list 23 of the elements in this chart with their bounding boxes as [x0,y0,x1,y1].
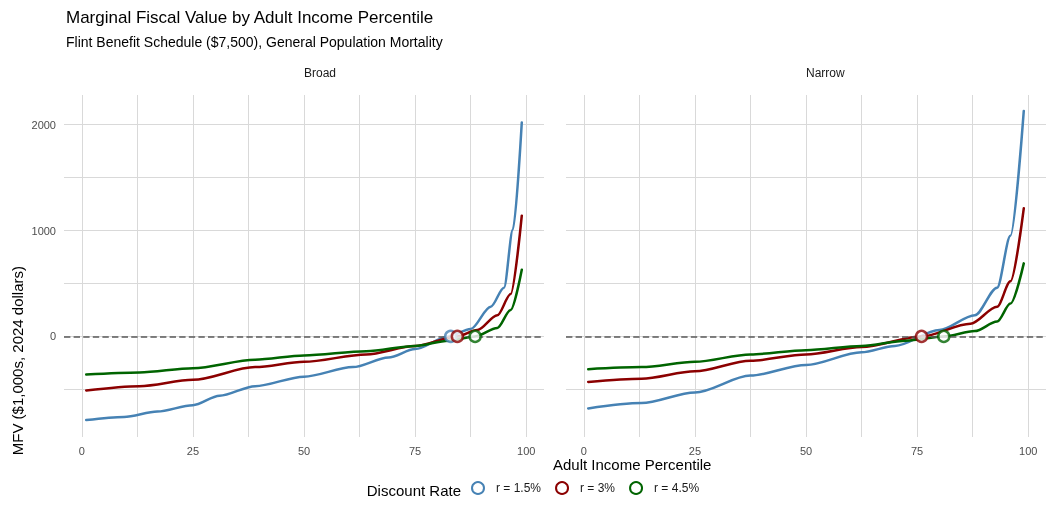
x-tick-label: 100 [517,444,536,457]
chart-title: Narrow [806,66,846,80]
x-tick-label: 75 [408,444,422,457]
chart-title: Broad [304,66,337,80]
x-tick-label: 25 [688,444,702,457]
legend-label: r = 1.5% [496,481,542,495]
legend-label: r = 3% [580,481,616,495]
y-tick-label: 2000 [31,118,56,131]
x-tick-label: 100 [1019,444,1038,457]
x-tick-label: 0 [580,444,587,457]
x-tick-label: 25 [186,444,200,457]
text: Marginal Fiscal Value by Adult Income Percentile [66,8,434,28]
x-tick-label: 50 [297,444,311,457]
y-tick-label: 0 [49,330,56,343]
y-tick-label: 1000 [31,224,56,237]
x-tick-label: 0 [78,444,85,457]
text: Flint Benefit Schedule ($7,500), General Population Mortality [66,34,443,50]
legend-label: r = 4.5% [654,481,700,495]
y-axis-title: MFV ($1,000s, 2024 dollars) [9,266,26,456]
legend-title: Discount Rate [366,482,461,499]
x-tick-label: 50 [799,444,813,457]
x-axis-title: Adult Income Percentile [553,456,712,473]
x-tick-label: 75 [910,444,924,457]
